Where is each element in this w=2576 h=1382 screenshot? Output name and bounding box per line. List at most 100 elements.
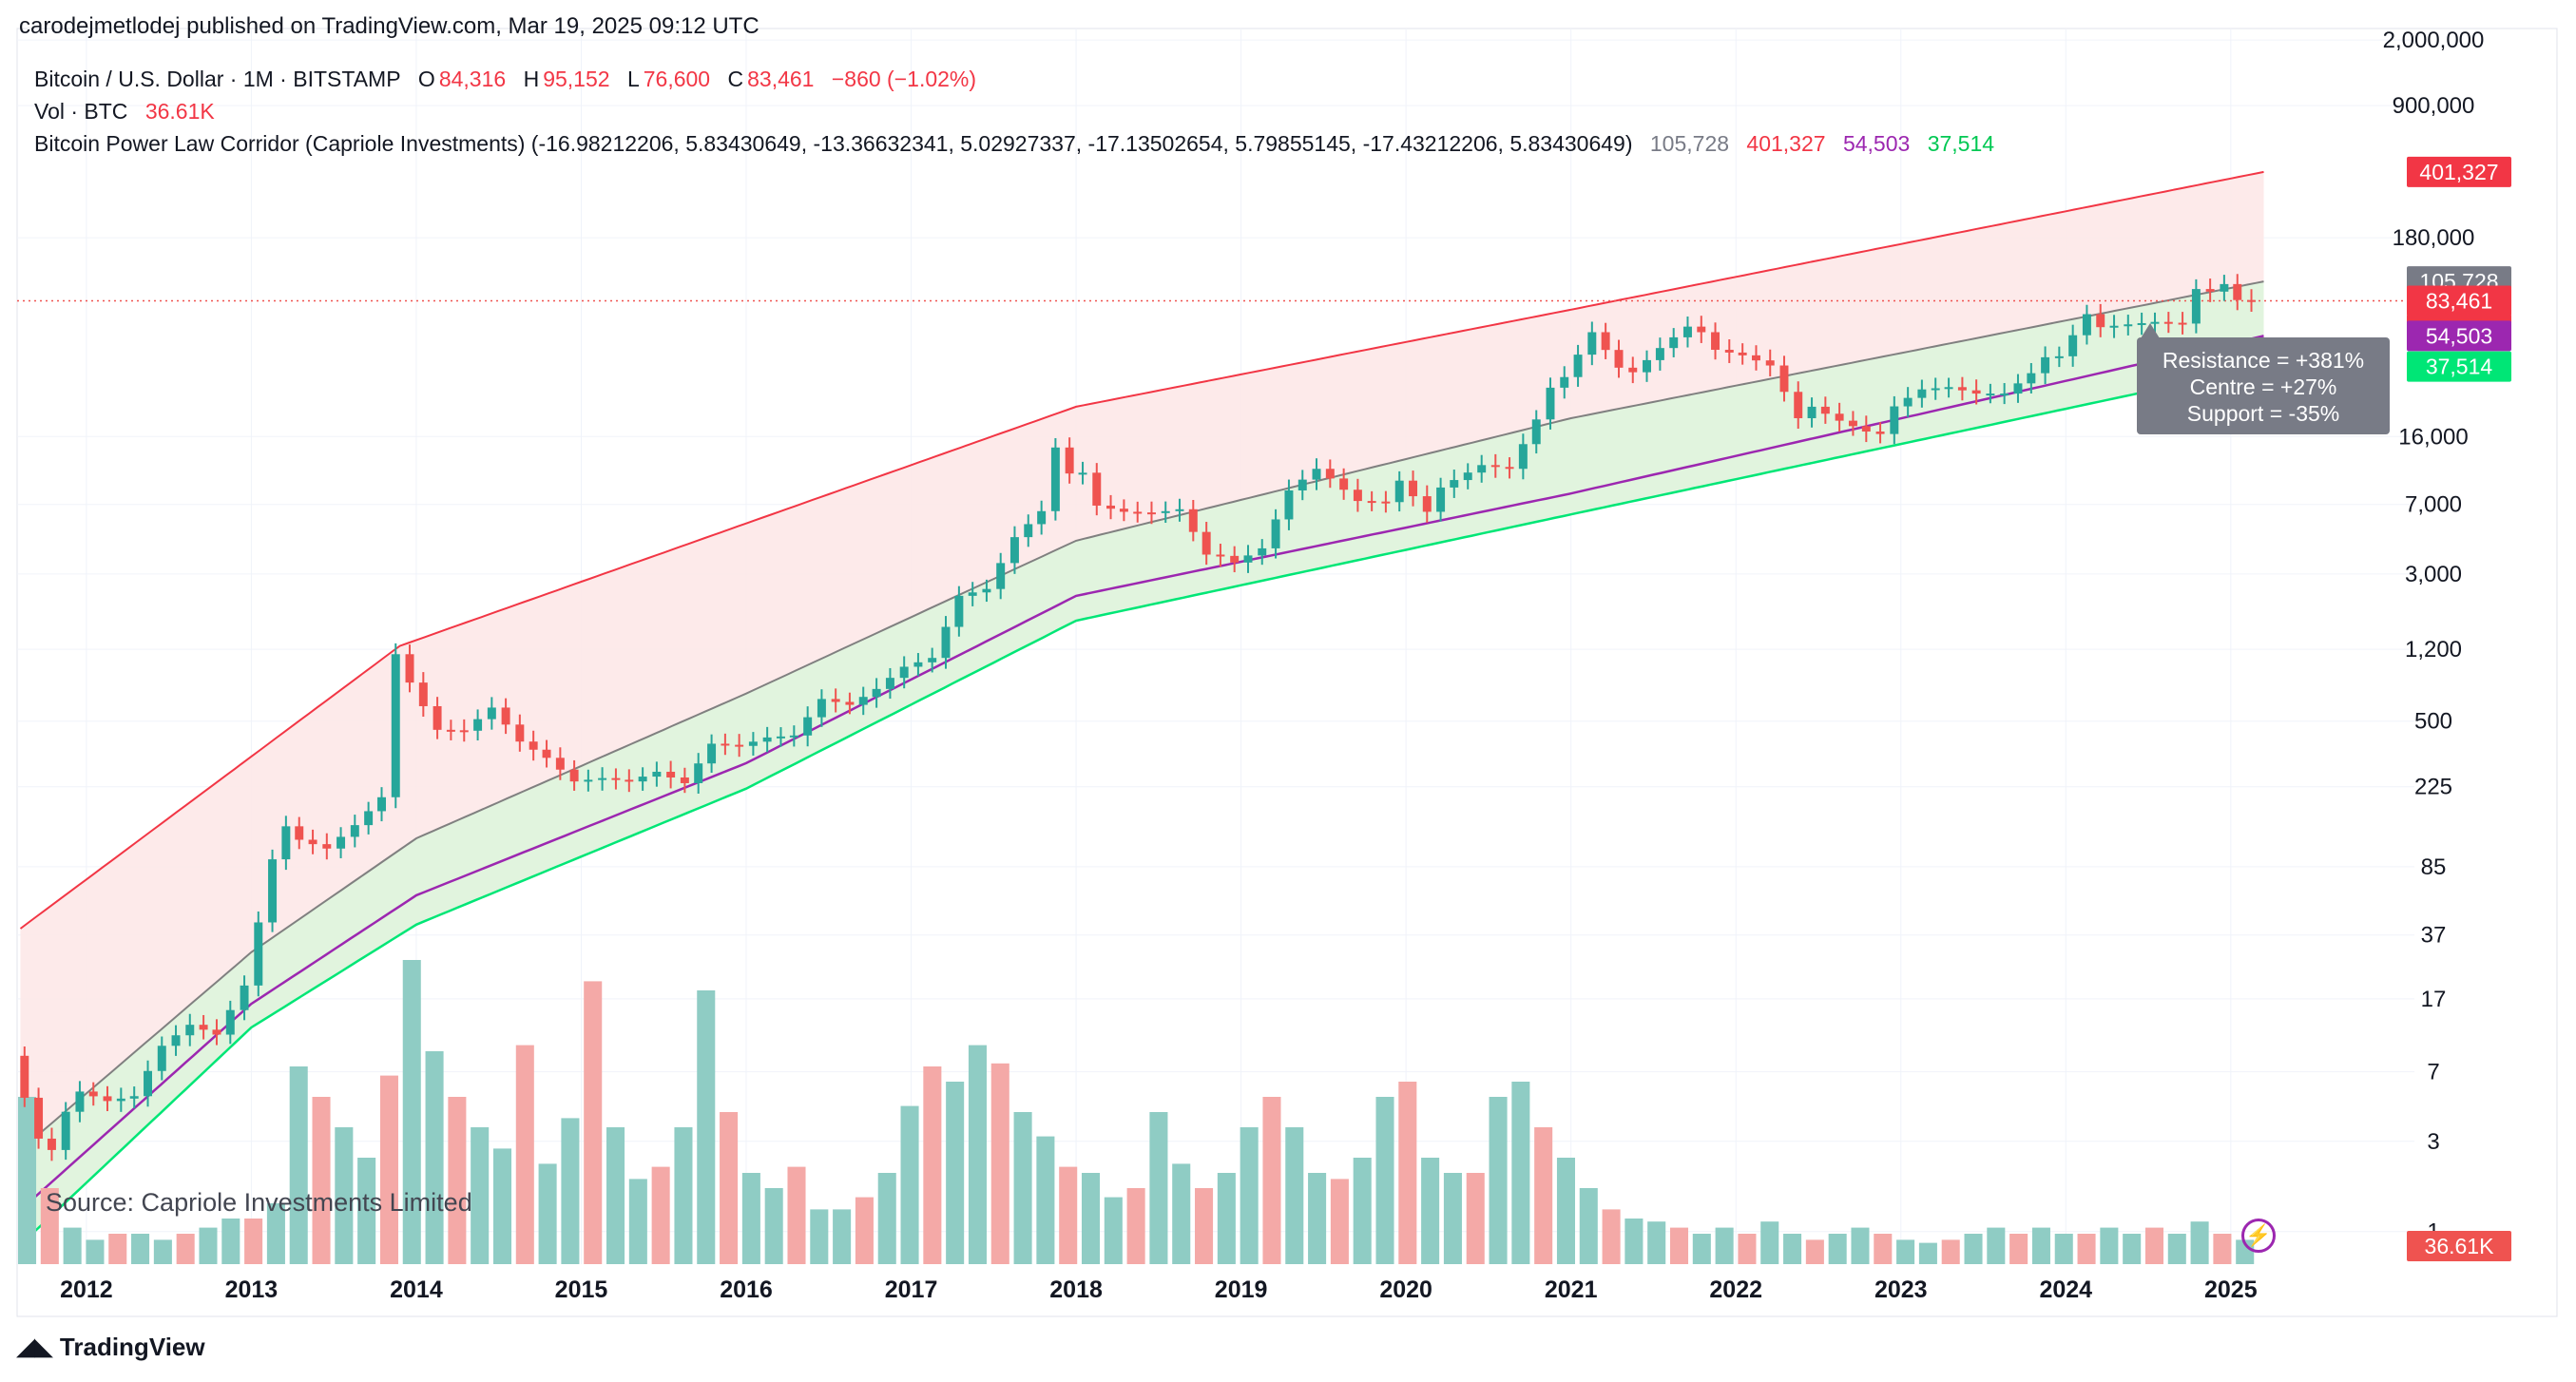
volume-bar xyxy=(1149,1112,1168,1264)
candle-body xyxy=(569,769,579,782)
volume-bars xyxy=(18,960,2255,1264)
indicator-legend[interactable]: Bitcoin Power Law Corridor (Capriole Inv… xyxy=(34,131,1998,157)
candle-body xyxy=(1188,509,1198,532)
price-label-box xyxy=(2407,351,2511,382)
power-law-corridor xyxy=(17,170,2414,1246)
candle-body xyxy=(1587,332,1597,355)
indicator-name[interactable]: Bitcoin Power Law Corridor (Capriole Inv… xyxy=(34,131,1633,156)
indicator-support-value: 37,514 xyxy=(1927,131,1995,156)
candle-body xyxy=(789,735,798,738)
candle-body xyxy=(954,595,964,627)
candle-body xyxy=(459,730,469,733)
candle-body xyxy=(322,844,332,849)
candle-body xyxy=(2068,335,2078,356)
y-tick-label: 3 xyxy=(2427,1129,2439,1155)
midline-line xyxy=(19,335,2264,1211)
volume-bar xyxy=(2031,1227,2050,1264)
volume-bar xyxy=(741,1173,760,1264)
volume-bar xyxy=(1330,1179,1349,1264)
candle-body xyxy=(240,985,249,1010)
candle-body xyxy=(2247,299,2256,302)
lightning-icon[interactable]: ⚡ xyxy=(2241,1219,2276,1253)
volume-bar xyxy=(1805,1239,1824,1264)
candle-body xyxy=(1820,406,1830,414)
candle-body xyxy=(1477,465,1487,473)
volume-bar xyxy=(674,1127,693,1264)
candle-body xyxy=(982,588,991,593)
y-tick-label: 37 xyxy=(2421,923,2447,949)
resistance-line xyxy=(19,170,2264,930)
volume-bar xyxy=(63,1227,82,1264)
candle-body xyxy=(1573,355,1583,377)
volume-bar xyxy=(471,1127,490,1264)
volume-bar xyxy=(1104,1197,1123,1264)
indicator-centre-value: 105,728 xyxy=(1649,131,1730,156)
volume-bar xyxy=(1489,1097,1508,1264)
volume-bar xyxy=(1443,1173,1462,1264)
candle-body xyxy=(1065,447,1074,474)
candle-body xyxy=(1078,472,1087,475)
candle-body xyxy=(1669,336,1679,349)
volume-bar xyxy=(335,1127,354,1264)
volume-bar xyxy=(425,1051,444,1264)
support-line xyxy=(19,365,2264,1246)
volume-bar xyxy=(584,981,603,1264)
close-value: 83,461 xyxy=(747,67,815,91)
volume-bar xyxy=(810,1209,829,1264)
candle-body xyxy=(776,736,785,739)
candle-body xyxy=(225,1009,235,1035)
volume-bar xyxy=(492,1148,512,1264)
tradingview-logo[interactable]: ◢◣ TradingView xyxy=(17,1333,205,1362)
candle-body xyxy=(1917,389,1927,398)
volume-bar xyxy=(266,1203,285,1264)
volume-bar xyxy=(1738,1234,1757,1264)
volume-bar xyxy=(1285,1127,1304,1264)
candle-body xyxy=(47,1138,56,1150)
candle-body xyxy=(2178,322,2187,325)
candle-body xyxy=(1835,413,1844,421)
volume-bar xyxy=(990,1063,1009,1264)
candle-body xyxy=(899,666,909,679)
volume-bar xyxy=(131,1234,150,1264)
volume-legend[interactable]: Vol · BTC 36.61K xyxy=(34,99,219,125)
volume-bar xyxy=(2009,1234,2028,1264)
time-axis[interactable]: 2012 2013 2014 2015 2016 2017 2018 2019 2020 2021… xyxy=(60,1276,2258,1303)
corridor-tooltip: Resistance = +381% Centre = +27% Support… xyxy=(2137,337,2390,434)
volume-label[interactable]: Vol · BTC xyxy=(34,99,128,124)
candle-body xyxy=(1216,554,1225,557)
volume-bar xyxy=(538,1163,557,1264)
candle-body xyxy=(1161,510,1170,513)
indicator-midline-value: 54,503 xyxy=(1842,131,1911,156)
symbol-name[interactable]: Bitcoin / U.S. Dollar · 1M · BITSTAMP xyxy=(34,67,401,91)
volume-bar xyxy=(1036,1136,1055,1264)
volume-bar xyxy=(1353,1158,1372,1264)
candle-body xyxy=(144,1070,153,1097)
price-axis[interactable]: 1371737852255001,2003,0007,00016,000180,… xyxy=(2383,28,2485,1245)
candle-body xyxy=(116,1098,125,1102)
y-tick-label: 2,000,000 xyxy=(2383,28,2485,53)
candle-body xyxy=(735,744,744,747)
candle-body xyxy=(1711,332,1721,351)
candle-body xyxy=(515,724,525,742)
candle-body xyxy=(254,922,263,986)
candle-body xyxy=(75,1091,85,1112)
candle-body xyxy=(268,859,278,923)
candle-body xyxy=(1463,472,1472,481)
volume-bar xyxy=(1240,1127,1259,1264)
candle-body xyxy=(2027,373,2036,384)
volume-bar xyxy=(86,1239,105,1264)
volume-bar xyxy=(1760,1221,1779,1264)
candle-body xyxy=(1861,426,1871,432)
volume-bar xyxy=(40,1188,59,1264)
volume-bar xyxy=(2213,1234,2232,1264)
volume-bar xyxy=(697,990,716,1264)
candle-body xyxy=(1284,489,1294,520)
candle-body xyxy=(418,682,428,706)
candle-body xyxy=(1201,531,1211,555)
candle-body xyxy=(762,737,772,742)
volume-bar xyxy=(1308,1173,1327,1264)
volume-bar xyxy=(1217,1173,1236,1264)
candle-body xyxy=(1890,406,1899,434)
